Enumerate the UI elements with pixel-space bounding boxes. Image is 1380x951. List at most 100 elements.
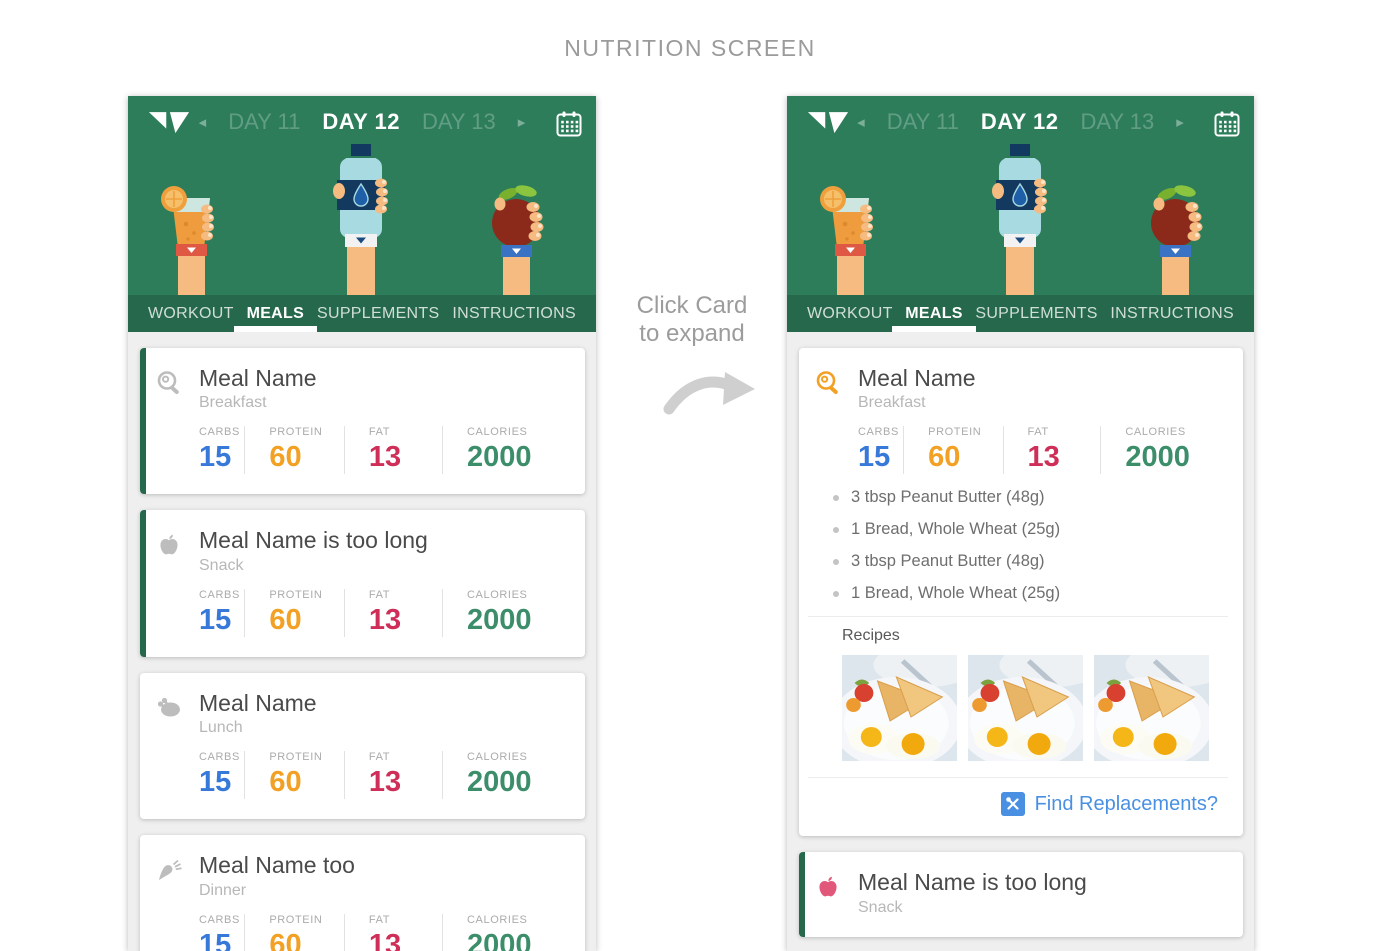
stat-label: CARBS — [199, 426, 240, 439]
current-day-label: DAY 12 — [322, 109, 400, 134]
stat-value: 15 — [199, 928, 232, 951]
hint-line-2: to expand — [639, 320, 745, 348]
tab-meals[interactable]: MEALS — [892, 295, 976, 332]
meal-title: Meal Name too — [199, 852, 355, 879]
curved-arrow-icon — [642, 365, 776, 424]
stat-carbs: CARBS 15 — [199, 426, 244, 474]
juice-hand-illustration — [820, 186, 873, 295]
bullet-icon — [833, 494, 839, 501]
card-accent-strip — [140, 348, 146, 495]
stat-carbs: CARBS 15 — [199, 751, 244, 799]
meal-card-snack[interactable]: Meal Name is too long Snack CARBS 15 PROT… — [140, 510, 585, 657]
meal-subtitle: Snack — [199, 556, 244, 574]
apple-icon — [814, 873, 842, 906]
prev-day-label[interactable]: DAY 11 — [886, 109, 959, 134]
water-bottle-hand-illustration — [992, 144, 1047, 295]
meal-subtitle: Breakfast — [858, 394, 926, 412]
phone-meal-expanded: ◂ DAY 11 DAY 12 DAY 13 ▸ — [787, 96, 1254, 951]
stat-protein: PROTEIN 60 — [244, 913, 344, 951]
meal-card-lunch[interactable]: Meal Name Lunch CARBS 15 PROTEIN 60 FAT 13 … — [140, 672, 585, 820]
phone-meal-list: ◂ DAY 11 DAY 12 DAY 13 ▸ — [128, 96, 596, 951]
turkey-icon — [155, 694, 183, 727]
ingredient-item: 1 Bread, Whole Wheat (25g) — [833, 584, 1223, 603]
brand-logo-icon — [148, 111, 190, 142]
apple-hand-illustration — [1151, 185, 1203, 295]
meal-subtitle: Lunch — [199, 719, 243, 737]
next-day-label[interactable]: DAY 13 — [1080, 109, 1155, 134]
stat-protein: PROTEIN 60 — [244, 426, 344, 475]
recipe-photo[interactable] — [1094, 655, 1209, 762]
stat-value: 2000 — [467, 603, 532, 636]
brand-logo-icon — [807, 111, 849, 142]
next-day-arrow-icon[interactable]: ▸ — [517, 114, 526, 131]
prev-day-arrow-icon[interactable]: ◂ — [198, 114, 207, 131]
stat-value: 13 — [368, 928, 402, 951]
calendar-icon[interactable] — [556, 111, 582, 142]
prev-day-label[interactable]: DAY 11 — [228, 109, 301, 134]
tab-supplements[interactable]: SUPPLEMENTS — [317, 295, 439, 332]
stat-label: CARBS — [199, 588, 240, 601]
calendar-icon[interactable] — [1214, 111, 1240, 142]
stat-value: 60 — [269, 603, 302, 636]
stat-value: 2000 — [1125, 441, 1190, 474]
meal-card-breakfast-expanded[interactable]: Meal Name Breakfast CARBS 15 PROTEIN 60 FA… — [799, 348, 1243, 837]
recipe-photo[interactable] — [842, 655, 957, 762]
stat-value: 60 — [928, 441, 961, 474]
stat-label: CARBS — [199, 913, 240, 926]
stat-label: FAT — [368, 751, 391, 764]
stat-calories: CALORIES 2000 — [1100, 426, 1223, 475]
next-day-arrow-icon[interactable]: ▸ — [1176, 114, 1184, 131]
stat-value: 13 — [1027, 441, 1060, 474]
app-header: ◂ DAY 11 DAY 12 DAY 13 ▸ — [128, 96, 596, 295]
tab-meals[interactable]: MEALS — [233, 295, 318, 332]
ingredient-text: 3 tbsp Peanut Butter (48g) — [851, 488, 1045, 507]
stat-fat: FAT 13 — [343, 426, 442, 475]
tab-supplements[interactable]: SUPPLEMENTS — [975, 295, 1097, 332]
card-accent-strip — [140, 510, 146, 657]
meal-card-dinner[interactable]: Meal Name too Dinner CARBS 15 PROTEIN 60 F… — [140, 835, 585, 951]
stat-label: CALORIES — [467, 588, 528, 601]
bullet-icon — [833, 590, 839, 597]
tab-workout[interactable]: WORKOUT — [807, 295, 893, 332]
recipe-photo[interactable] — [968, 655, 1083, 762]
stat-label: PROTEIN — [269, 913, 323, 926]
page-title: NUTRITION SCREEN — [564, 35, 816, 61]
stat-value: 13 — [368, 766, 402, 799]
ingredient-item: 3 tbsp Peanut Butter (48g) — [833, 552, 1223, 571]
tab-instructions[interactable]: INSTRUCTIONS — [1110, 295, 1234, 332]
stat-calories: CALORIES 2000 — [442, 588, 565, 637]
macro-stats: CARBS 15 PROTEIN 60 FAT 13 CALORIES 2000 — [858, 426, 1223, 475]
active-tab-indicator — [892, 326, 976, 332]
meal-list-expanded: Meal Name Breakfast CARBS 15 PROTEIN 60 FA… — [787, 332, 1254, 951]
tab-instructions[interactable]: INSTRUCTIONS — [452, 295, 576, 332]
stat-value: 13 — [368, 441, 402, 474]
prev-day-arrow-icon[interactable]: ◂ — [857, 114, 865, 131]
meal-card-breakfast[interactable]: Meal Name Breakfast CARBS 15 PROTEIN 60 FA… — [140, 348, 585, 495]
tab-bar: WORKOUT MEALS SUPPLEMENTS INSTRUCTIONS — [128, 295, 596, 332]
tab-meals-label: MEALS — [905, 304, 963, 322]
stat-fat: FAT 13 — [343, 588, 442, 637]
stat-calories: CALORIES 2000 — [442, 913, 565, 951]
meal-subtitle: Breakfast — [199, 394, 267, 412]
cutlery-icon — [1000, 792, 1025, 817]
tab-workout[interactable]: WORKOUT — [148, 295, 234, 332]
ingredient-text: 3 tbsp Peanut Butter (48g) — [851, 552, 1045, 571]
stat-label: PROTEIN — [269, 588, 323, 601]
water-bottle-hand-illustration — [333, 144, 388, 295]
day-navigation: ◂ DAY 11 DAY 12 DAY 13 ▸ — [128, 109, 596, 135]
macro-stats: CARBS 15 PROTEIN 60 FAT 13 CALORIES 2000 — [199, 751, 565, 800]
stat-label: CARBS — [199, 751, 240, 764]
stat-value: 15 — [199, 603, 232, 636]
meal-subtitle: Snack — [858, 898, 903, 916]
meal-card-snack[interactable]: Meal Name is too long Snack — [799, 852, 1243, 937]
tab-workout-label: WORKOUT — [807, 304, 893, 322]
apple-icon — [155, 531, 183, 564]
stat-label: PROTEIN — [269, 751, 323, 764]
meal-title: Meal Name — [858, 365, 976, 391]
meal-subtitle: Dinner — [199, 881, 247, 899]
meal-title: Meal Name — [199, 365, 317, 391]
find-replacements-link[interactable]: Find Replacements? — [1000, 792, 1218, 817]
next-day-label[interactable]: DAY 13 — [421, 109, 496, 134]
stat-value: 2000 — [467, 928, 532, 951]
